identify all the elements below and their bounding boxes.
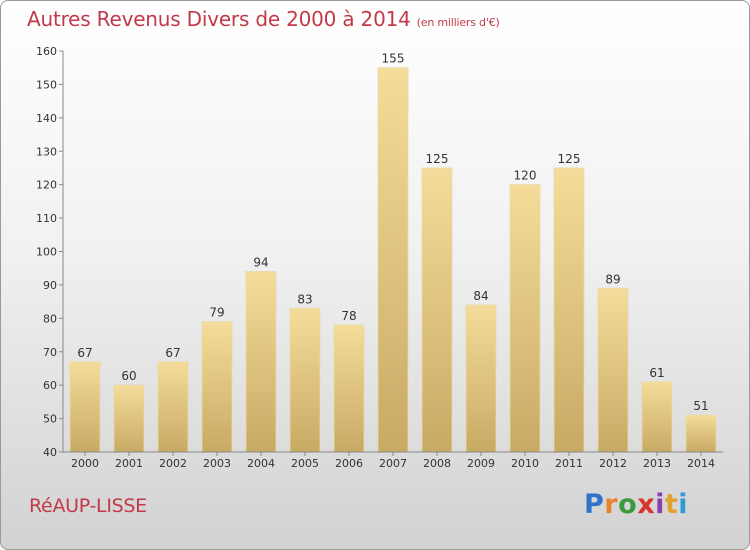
bar-value-label: 89 bbox=[605, 272, 620, 286]
y-tick-label: 130 bbox=[36, 145, 57, 158]
x-tick-label: 2011 bbox=[555, 457, 583, 470]
bar-value-label: 61 bbox=[649, 366, 664, 380]
x-tick-label: 2014 bbox=[687, 457, 715, 470]
chart-title: Autres Revenus Divers de 2000 à 2014 (en … bbox=[27, 7, 500, 31]
x-tick-label: 2013 bbox=[643, 457, 671, 470]
bar-value-label: 67 bbox=[165, 346, 180, 360]
proxiti-logo[interactable]: Proxiti bbox=[584, 489, 689, 520]
bar[interactable] bbox=[685, 414, 717, 453]
x-tick-label: 2001 bbox=[115, 457, 143, 470]
bar[interactable] bbox=[421, 167, 453, 453]
bars-group bbox=[69, 67, 717, 453]
bar[interactable] bbox=[377, 67, 409, 453]
bar-value-label: 84 bbox=[473, 289, 488, 303]
bar[interactable] bbox=[597, 287, 629, 453]
x-tick-label: 2004 bbox=[247, 457, 275, 470]
y-tick-label: 60 bbox=[43, 379, 57, 392]
y-tick-label: 110 bbox=[36, 212, 57, 225]
y-tick-label: 160 bbox=[36, 45, 57, 58]
chart-title-text: Autres Revenus Divers de 2000 à 2014 bbox=[27, 7, 411, 31]
x-tick-label: 2006 bbox=[335, 457, 363, 470]
bar[interactable] bbox=[113, 384, 145, 453]
y-tick-label: 70 bbox=[43, 346, 57, 359]
x-tick-label: 2012 bbox=[599, 457, 627, 470]
bar[interactable] bbox=[465, 304, 497, 453]
bar[interactable] bbox=[333, 324, 365, 453]
y-tick-label: 100 bbox=[36, 246, 57, 259]
bar-value-label: 78 bbox=[341, 309, 356, 323]
bar-value-label: 51 bbox=[693, 399, 708, 413]
bar-value-label: 60 bbox=[121, 369, 136, 383]
bar-value-label: 83 bbox=[297, 292, 312, 306]
x-tick-label: 2008 bbox=[423, 457, 451, 470]
bar-value-label: 120 bbox=[514, 169, 537, 183]
x-tick-label: 2000 bbox=[71, 457, 99, 470]
bar-value-label: 155 bbox=[382, 52, 405, 66]
bar[interactable] bbox=[157, 361, 189, 453]
bar-value-label: 125 bbox=[426, 152, 449, 166]
commune-name: RéAUP-LISSE bbox=[29, 495, 147, 517]
x-tick-label: 2002 bbox=[159, 457, 187, 470]
y-tick-label: 90 bbox=[43, 279, 57, 292]
x-tick-label: 2010 bbox=[511, 457, 539, 470]
x-tick-label: 2003 bbox=[203, 457, 231, 470]
y-tick-label: 50 bbox=[43, 413, 57, 426]
bar[interactable] bbox=[289, 307, 321, 453]
bar-value-label: 94 bbox=[253, 256, 268, 270]
y-tick-label: 80 bbox=[43, 312, 57, 325]
bar-value-label: 79 bbox=[209, 306, 224, 320]
x-tick-label: 2005 bbox=[291, 457, 319, 470]
labels-group: 40 50 60 70 80 90 100 110 120 130 140 150 160 2000 67 2… bbox=[36, 45, 715, 470]
y-tick-label: 40 bbox=[43, 446, 57, 459]
bar[interactable] bbox=[69, 361, 101, 453]
x-tick-label: 2009 bbox=[467, 457, 495, 470]
bar[interactable] bbox=[509, 184, 541, 453]
bar[interactable] bbox=[245, 271, 277, 453]
bar-value-label: 125 bbox=[558, 152, 581, 166]
bar-value-label: 67 bbox=[77, 346, 92, 360]
y-tick-label: 150 bbox=[36, 78, 57, 91]
bar[interactable] bbox=[201, 321, 233, 453]
bar[interactable] bbox=[553, 167, 585, 453]
bar[interactable] bbox=[641, 381, 673, 453]
chart-subtitle: (en milliers d'€) bbox=[416, 16, 500, 29]
y-tick-label: 140 bbox=[36, 112, 57, 125]
y-tick-label: 120 bbox=[36, 179, 57, 192]
axes-group bbox=[59, 50, 723, 456]
x-tick-label: 2007 bbox=[379, 457, 407, 470]
